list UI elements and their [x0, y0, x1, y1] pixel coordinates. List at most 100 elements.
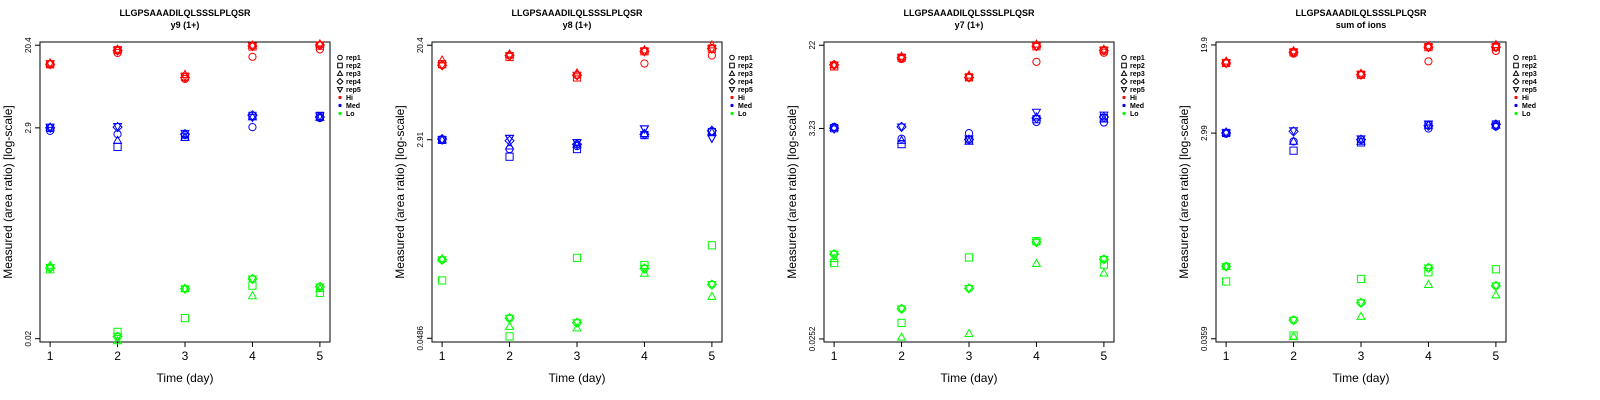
- data-point: [639, 128, 650, 137]
- data-point: [1491, 123, 1501, 132]
- legend-marker: [1514, 103, 1518, 108]
- data-point: [572, 139, 582, 148]
- y-tick-label: 2.91: [416, 131, 425, 147]
- legend-label: rep2: [738, 63, 753, 70]
- legend-label: rep5: [738, 87, 753, 94]
- x-tick-label: 1: [1223, 349, 1230, 363]
- legend-marker: [1512, 77, 1520, 86]
- legend-marker: [1513, 62, 1519, 69]
- data-point: [1099, 267, 1109, 277]
- legend-label: rep3: [1130, 71, 1145, 78]
- y-tick-label: 19.9: [1200, 37, 1209, 53]
- legend-marker: [336, 69, 344, 76]
- data-point: [247, 290, 258, 300]
- legend-marker: [1514, 111, 1518, 116]
- data-point: [829, 61, 839, 70]
- chart-subtitle: y7 (1+): [955, 20, 984, 30]
- data-point: [437, 253, 447, 263]
- data-point: [707, 134, 717, 144]
- data-point: [1099, 47, 1109, 56]
- legend-marker: [1121, 62, 1127, 69]
- data-point: [830, 258, 839, 268]
- chart-subtitle: y8 (1+): [563, 20, 592, 30]
- legend-marker: [1120, 77, 1128, 86]
- data-point: [1099, 44, 1109, 53]
- legend-marker: [338, 111, 342, 116]
- data-point: [896, 305, 907, 314]
- x-tick-label: 3: [1358, 349, 1365, 363]
- legend-label: Med: [346, 103, 360, 110]
- plot-frame: [39, 41, 331, 343]
- data-point: [572, 71, 582, 81]
- data-point: [1491, 43, 1501, 53]
- data-point: [315, 283, 325, 293]
- legend-label: rep3: [738, 71, 753, 78]
- legend-label: rep5: [1522, 87, 1537, 94]
- data-point: [964, 135, 974, 144]
- y-tick-label: 20.4: [416, 37, 425, 53]
- data-point: [1222, 277, 1231, 286]
- data-point: [1032, 57, 1041, 66]
- data-point: [707, 39, 717, 49]
- data-point: [571, 139, 583, 150]
- plot-frame: [823, 41, 1115, 343]
- data-point: [248, 52, 257, 61]
- data-point: [1288, 331, 1299, 341]
- data-point: [572, 253, 582, 262]
- chart-title: LLGPSAAADILQLSSSLPLQSR: [511, 8, 643, 18]
- data-point: [707, 281, 717, 290]
- data-point: [829, 59, 839, 69]
- data-point: [112, 123, 123, 132]
- data-point: [1031, 111, 1042, 121]
- data-point: [437, 54, 447, 64]
- data-point: [1356, 311, 1366, 320]
- chart-title: LLGPSAAADILQLSSSLPLQSR: [119, 8, 251, 18]
- data-point: [437, 61, 447, 71]
- legend-marker: [337, 54, 343, 61]
- data-point: [1423, 279, 1434, 289]
- legend-marker: [1120, 69, 1128, 76]
- data-point: [437, 134, 447, 144]
- x-tick-label: 3: [574, 349, 581, 363]
- data-point: [1288, 316, 1299, 326]
- data-point: [572, 73, 582, 82]
- legend-marker: [729, 54, 735, 61]
- chart-panel-2: LLGPSAAADILQLSSSLPLQSR y8 (1+) 1 2 3 4 5 Time (…: [393, 8, 753, 385]
- y-tick-label: 0.0486: [416, 325, 425, 350]
- data-point: [437, 136, 447, 146]
- legend-marker: [729, 62, 735, 69]
- legend-marker: [1122, 95, 1126, 100]
- legend-label: rep5: [346, 87, 361, 94]
- data-point: [504, 52, 515, 61]
- legend-marker: [1122, 103, 1126, 108]
- data-point: [1031, 238, 1042, 248]
- x-tick-label: 1: [439, 349, 446, 363]
- x-tick-label: 5: [317, 349, 324, 363]
- chart-title: LLGPSAAADILQLSSSLPLQSR: [903, 8, 1035, 18]
- y-tick-label: 0.02: [24, 330, 33, 346]
- data-point: [1356, 135, 1366, 144]
- chart-subtitle: y9 (1+): [171, 20, 200, 30]
- data-point: [180, 314, 190, 323]
- legend-marker: [1514, 95, 1518, 100]
- data-point: [639, 47, 650, 57]
- data-point: [1491, 265, 1500, 274]
- legend-label: rep5: [1130, 87, 1145, 94]
- plot-frame: [431, 41, 723, 343]
- data-point: [113, 142, 122, 151]
- data-point: [964, 253, 974, 262]
- data-point: [1221, 127, 1231, 136]
- x-tick-label: 3: [966, 349, 973, 363]
- data-point: [247, 275, 258, 285]
- plot-frame: [1215, 41, 1507, 343]
- y-tick-label: 3.23: [808, 120, 817, 136]
- legend-label: rep3: [1522, 71, 1537, 78]
- x-tick-label: 5: [1101, 349, 1108, 363]
- legend-marker: [1513, 54, 1519, 61]
- data-point: [315, 112, 325, 122]
- legend-label: Med: [1522, 103, 1536, 110]
- data-point: [1356, 274, 1366, 284]
